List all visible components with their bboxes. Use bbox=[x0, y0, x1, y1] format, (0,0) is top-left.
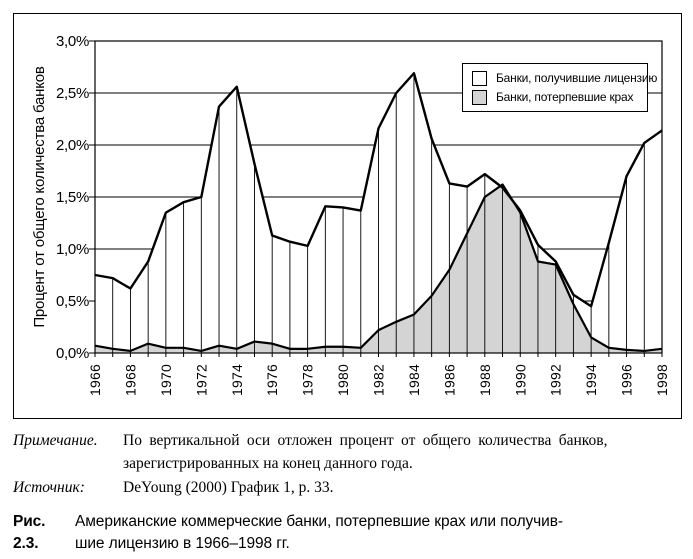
legend-label-failures: Банки, потерпевшие крах bbox=[496, 90, 634, 104]
y-axis-title: Процент от общего количества банков bbox=[31, 66, 48, 328]
x-tick-label: 1990 bbox=[512, 364, 528, 396]
legend-item-charters: Банки, получившие лицензию bbox=[472, 70, 657, 86]
caption-line-2: шие лицензию в 1966–1998 гг. bbox=[75, 534, 290, 552]
legend-swatch-charters bbox=[472, 70, 487, 86]
note-line-2: зарегистрированных на конец данного года… bbox=[123, 455, 413, 472]
x-tick-label: 1970 bbox=[158, 364, 174, 396]
x-tick-label: 1986 bbox=[441, 364, 457, 396]
x-tick-label: 1974 bbox=[229, 364, 245, 396]
x-tick-label: 1966 bbox=[87, 364, 103, 396]
legend-swatch-failures bbox=[472, 89, 487, 105]
y-tick-label: 2,0% bbox=[56, 137, 89, 154]
x-tick-label: 1968 bbox=[122, 364, 138, 396]
line-failures bbox=[94, 183, 663, 353]
x-tick-label: 1980 bbox=[335, 364, 351, 396]
legend-label-charters: Банки, получившие лицензию bbox=[496, 71, 658, 85]
line-charters bbox=[94, 72, 663, 308]
caption-line-1: Американские коммерческие банки, потерпе… bbox=[75, 513, 563, 530]
x-tick-label: 1978 bbox=[300, 364, 316, 396]
figure-note: Примечание. По вертикальной оси отложен … bbox=[13, 429, 681, 475]
chart-legend: Банки, получившие лицензию Банки, потерп… bbox=[462, 63, 657, 112]
note-text: По вертикальной оси отложен процент от о… bbox=[123, 429, 681, 475]
y-tick-label: 1,0% bbox=[56, 241, 89, 258]
x-tick-label: 1972 bbox=[193, 364, 209, 396]
caption-label: Рис. 2.3. bbox=[13, 513, 46, 552]
legend-item-failures: Банки, потерпевшие крах bbox=[472, 89, 647, 105]
x-tick-label: 1994 bbox=[583, 364, 599, 396]
x-tick-label: 1988 bbox=[477, 364, 493, 396]
x-tick-label: 1976 bbox=[264, 364, 280, 396]
source-label: Источник: bbox=[13, 479, 85, 496]
caption-text: Американские коммерческие банки, потерпе… bbox=[75, 511, 681, 554]
source-text: DeYoung (2000) График 1, p. 33. bbox=[123, 479, 334, 496]
x-tick-label: 1992 bbox=[548, 364, 564, 396]
y-tick-label: 2,5% bbox=[56, 85, 89, 102]
y-tick-label: 3,0% bbox=[56, 33, 89, 50]
note-line-1: По вертикальной оси отложен процент от о… bbox=[123, 432, 608, 449]
x-tick-label: 1982 bbox=[371, 364, 387, 396]
figure-source: Источник: DeYoung (2000) График 1, p. 33… bbox=[13, 476, 681, 499]
y-tick-label: 0,0% bbox=[56, 345, 89, 362]
x-tick-label: 1996 bbox=[619, 364, 635, 396]
figure-caption: Рис. 2.3. Американские коммерческие банк… bbox=[13, 511, 681, 554]
x-tick-label: 1998 bbox=[654, 364, 670, 396]
note-label: Примечание. bbox=[13, 432, 98, 449]
x-tick-label: 1984 bbox=[406, 364, 422, 396]
y-tick-label: 0,5% bbox=[56, 293, 89, 310]
y-tick-label: 1,5% bbox=[56, 189, 89, 206]
